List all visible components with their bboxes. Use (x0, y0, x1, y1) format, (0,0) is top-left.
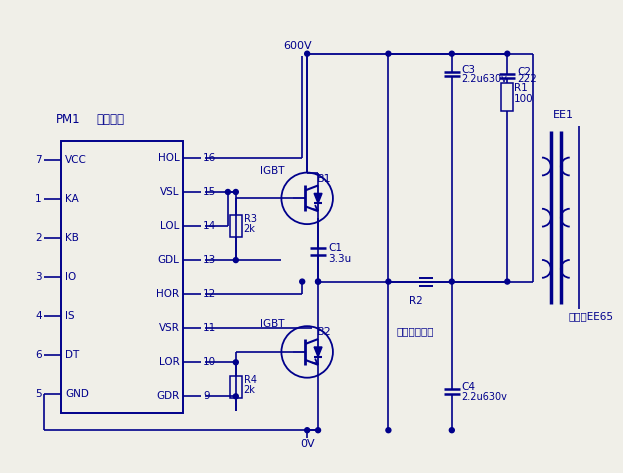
Text: 4: 4 (35, 311, 42, 321)
Text: 13: 13 (203, 255, 216, 265)
Bar (62, 141, 183, 413)
Text: R1: R1 (514, 83, 528, 93)
Text: KB: KB (65, 233, 79, 243)
Text: 5: 5 (35, 389, 42, 399)
Text: 2.2u630v: 2.2u630v (462, 74, 508, 85)
Text: C4: C4 (462, 382, 476, 392)
Text: B2: B2 (317, 327, 332, 337)
Circle shape (505, 51, 510, 56)
Text: VCC: VCC (65, 155, 87, 166)
Circle shape (386, 279, 391, 284)
Circle shape (234, 258, 238, 263)
Text: HOL: HOL (158, 153, 179, 163)
Text: 14: 14 (203, 221, 216, 231)
Text: 222: 222 (517, 74, 537, 85)
Circle shape (234, 360, 238, 365)
Bar (230, 215, 242, 237)
Circle shape (449, 279, 454, 284)
Text: 12: 12 (203, 289, 216, 299)
Text: 变压器EE65: 变压器EE65 (569, 311, 614, 321)
Polygon shape (314, 347, 322, 357)
Text: 11: 11 (203, 323, 216, 333)
Text: 电流取样线圈: 电流取样线圈 (396, 326, 434, 336)
Circle shape (234, 394, 238, 399)
Text: GND: GND (65, 389, 89, 399)
Text: IGBT: IGBT (260, 166, 284, 175)
Text: C2: C2 (517, 67, 531, 77)
Circle shape (305, 51, 310, 56)
Text: R2: R2 (409, 297, 423, 307)
Bar (502, 83, 513, 111)
Text: LOR: LOR (159, 357, 179, 367)
Polygon shape (314, 193, 322, 203)
Text: PM1: PM1 (55, 113, 80, 126)
Circle shape (386, 428, 391, 433)
Text: 10: 10 (203, 357, 216, 367)
Text: GDR: GDR (156, 391, 179, 401)
Text: EE1: EE1 (553, 110, 574, 120)
Text: B1: B1 (317, 174, 331, 184)
Text: DT: DT (65, 350, 80, 360)
Text: 16: 16 (203, 153, 216, 163)
Text: 0V: 0V (300, 439, 315, 449)
Circle shape (505, 279, 510, 284)
Text: 全桥驱动: 全桥驱动 (96, 113, 124, 126)
Text: GDL: GDL (158, 255, 179, 265)
Text: IS: IS (65, 311, 75, 321)
Circle shape (316, 428, 321, 433)
Circle shape (449, 428, 454, 433)
Circle shape (449, 51, 454, 56)
Text: LOL: LOL (160, 221, 179, 231)
Text: 100: 100 (514, 94, 534, 104)
Text: IO: IO (65, 272, 77, 282)
Text: 3: 3 (35, 272, 42, 282)
Text: C1: C1 (328, 243, 342, 253)
Text: 1: 1 (35, 194, 42, 204)
Text: HOR: HOR (156, 289, 179, 299)
Circle shape (226, 190, 231, 194)
Text: IGBT: IGBT (260, 319, 284, 329)
Text: 2k: 2k (244, 224, 255, 234)
Text: 3.3u: 3.3u (328, 254, 351, 264)
Circle shape (300, 279, 305, 284)
Text: R4: R4 (244, 375, 257, 385)
Circle shape (305, 428, 310, 433)
Circle shape (386, 51, 391, 56)
Text: VSR: VSR (158, 323, 179, 333)
Text: 7: 7 (35, 155, 42, 166)
Circle shape (316, 279, 321, 284)
Text: 15: 15 (203, 187, 216, 197)
Text: 600V: 600V (283, 41, 312, 51)
Text: KA: KA (65, 194, 79, 204)
Circle shape (316, 279, 321, 284)
Text: 6: 6 (35, 350, 42, 360)
Text: R3: R3 (244, 214, 257, 224)
Circle shape (234, 190, 238, 194)
Text: VSL: VSL (160, 187, 179, 197)
Text: 2: 2 (35, 233, 42, 243)
Text: 2k: 2k (244, 385, 255, 394)
Text: 9: 9 (203, 391, 210, 401)
Bar (230, 376, 242, 398)
Text: C3: C3 (462, 64, 476, 75)
Text: 2.2u630v: 2.2u630v (462, 392, 508, 402)
